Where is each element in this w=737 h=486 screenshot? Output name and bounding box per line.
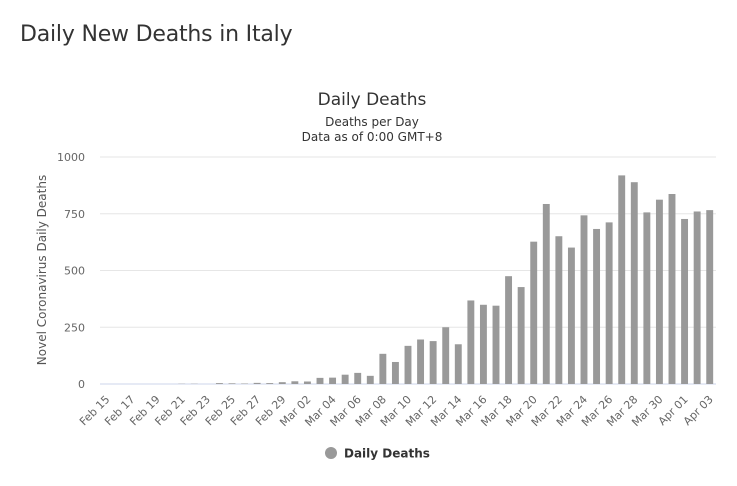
bar[interactable] — [429, 341, 437, 384]
page-title: Daily New Deaths in Italy — [20, 22, 293, 47]
bar[interactable] — [517, 287, 525, 384]
gridlines — [100, 156, 716, 385]
bar[interactable] — [442, 327, 450, 384]
bar[interactable] — [278, 382, 286, 384]
bar[interactable] — [668, 194, 676, 384]
bar[interactable] — [567, 247, 575, 384]
bar[interactable] — [417, 339, 425, 384]
bar[interactable] — [228, 383, 236, 384]
chart-subtitle-line-1: Deaths per Day — [325, 115, 419, 129]
y-tick-label: 250 — [64, 321, 85, 334]
y-tick-label: 500 — [64, 265, 85, 278]
bar[interactable] — [505, 276, 513, 384]
bar[interactable] — [593, 228, 601, 384]
bar[interactable] — [580, 215, 588, 384]
bar[interactable] — [404, 345, 412, 384]
bar[interactable] — [303, 381, 311, 385]
y-tick-label: 1000 — [57, 151, 85, 164]
bar[interactable] — [366, 375, 374, 384]
y-tick-label: 750 — [64, 208, 85, 221]
bar[interactable] — [391, 361, 399, 384]
legend-label[interactable]: Daily Deaths — [344, 447, 430, 461]
bar[interactable] — [605, 222, 613, 384]
bar[interactable] — [266, 383, 274, 384]
chart-title: Daily Deaths — [318, 90, 427, 110]
bar[interactable] — [379, 353, 387, 384]
bars — [178, 175, 714, 385]
bar[interactable] — [693, 211, 701, 384]
bar[interactable] — [354, 372, 362, 384]
bar[interactable] — [253, 382, 261, 384]
bar[interactable] — [467, 300, 475, 384]
bar[interactable] — [291, 381, 299, 384]
bar[interactable] — [479, 304, 487, 384]
bar[interactable] — [555, 236, 563, 384]
y-axis-ticks: 0 250 500 750 1000 — [57, 151, 85, 391]
bar[interactable] — [706, 210, 714, 384]
bar[interactable] — [630, 182, 638, 384]
bar[interactable] — [643, 212, 651, 384]
bar[interactable] — [618, 175, 626, 384]
bar[interactable] — [655, 199, 663, 384]
bar[interactable] — [341, 374, 349, 384]
bar[interactable] — [492, 305, 500, 384]
bar[interactable] — [542, 203, 550, 384]
bar[interactable] — [530, 241, 538, 384]
legend[interactable]: Daily Deaths — [325, 447, 430, 461]
bar[interactable] — [215, 383, 223, 384]
y-axis-label: Novel Coronavirus Daily Deaths — [35, 175, 49, 365]
bar[interactable] — [454, 344, 462, 384]
bar[interactable] — [316, 377, 324, 384]
chart-subtitle-line-2: Data as of 0:00 GMT+8 — [302, 130, 443, 144]
bar[interactable] — [681, 218, 689, 384]
y-tick-label: 0 — [78, 378, 85, 391]
legend-swatch[interactable] — [325, 447, 337, 459]
bar[interactable] — [329, 377, 337, 384]
